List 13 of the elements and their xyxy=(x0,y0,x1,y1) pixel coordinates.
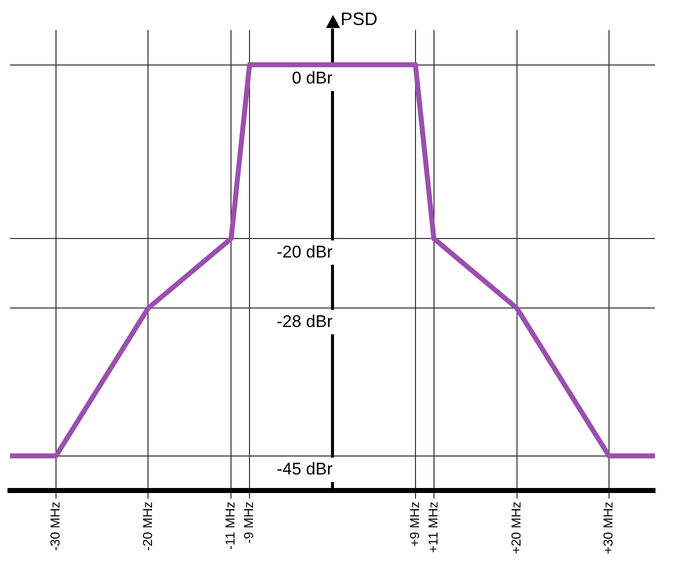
x-tick-label: -20 MHz xyxy=(140,502,155,551)
y-tick-label: -20 dBr xyxy=(276,242,333,262)
y-tick-label: 0 dBr xyxy=(292,68,333,88)
y-tick-label: -45 dBr xyxy=(276,460,333,479)
x-tick-label: +20 MHz xyxy=(508,502,524,554)
x-tick-label: +30 MHz xyxy=(600,502,616,554)
y-tick-label: -28 dBr xyxy=(276,312,333,331)
x-tick-label: +9 MHz xyxy=(407,502,422,547)
x-tick-label: -9 MHz xyxy=(241,502,256,544)
x-tick-label: -11 MHz xyxy=(222,502,238,550)
x-tick-label: +11 MHz xyxy=(425,502,440,554)
y-axis-title: PSD xyxy=(340,8,378,29)
x-tick-label: -30 MHz xyxy=(48,502,63,551)
